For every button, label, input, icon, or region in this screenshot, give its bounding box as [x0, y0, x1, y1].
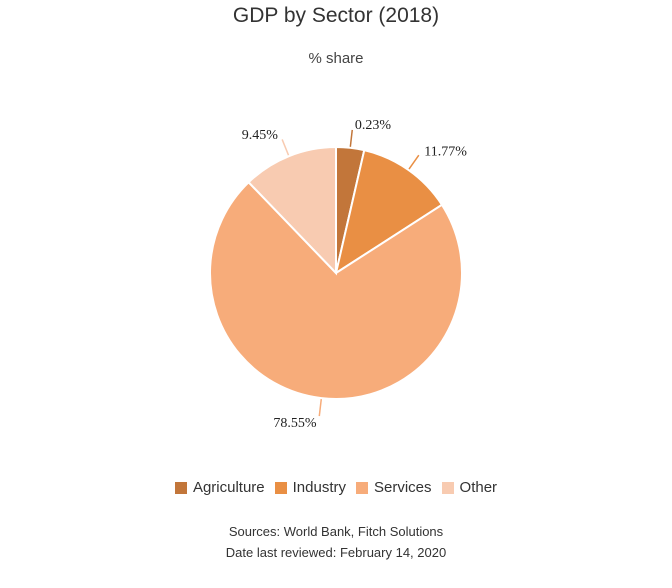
legend-swatch-agriculture: [174, 481, 187, 494]
data-label-agriculture: 0.23%: [355, 118, 392, 133]
legend-item-other: Other: [441, 479, 498, 496]
pie-slice-services: [209, 180, 463, 400]
legend-swatch-industry: [274, 481, 287, 494]
leader-line-agriculture: [349, 129, 353, 147]
leader-line-other: [281, 139, 290, 156]
leader-line-services: [318, 399, 323, 417]
pie-chart: 0.23% 11.77% 78.55% 9.45%: [209, 118, 467, 431]
legend: Agriculture Industry Services Other: [0, 479, 672, 498]
legend-label-other: Other: [459, 479, 498, 496]
legend-swatch-other: [441, 481, 454, 494]
legend-item-services: Services: [356, 479, 432, 496]
legend-label-industry: Industry: [292, 479, 346, 496]
legend-swatch-services: [356, 481, 368, 494]
chart-title: GDP by Sector (2018): [232, 4, 440, 27]
sources-note: Sources: World Bank, Fitch Solutions: [228, 524, 444, 539]
pie-slice-industry: [334, 149, 444, 276]
data-label-industry: 11.77%: [424, 144, 467, 159]
date-reviewed-note: Date last reviewed: February 14, 2020: [225, 545, 447, 560]
leader-line-industry: [408, 154, 420, 170]
legend-item-agriculture: Agriculture: [174, 479, 265, 496]
legend-label-services: Services: [374, 479, 432, 496]
chart-subtitle: % share: [308, 50, 364, 67]
legend-label-agriculture: Agriculture: [192, 479, 265, 496]
legend-item-industry: Industry: [274, 479, 346, 496]
data-label-services: 78.55%: [273, 416, 317, 431]
data-label-other: 9.45%: [242, 128, 279, 143]
pie-slice-other: [247, 145, 337, 276]
